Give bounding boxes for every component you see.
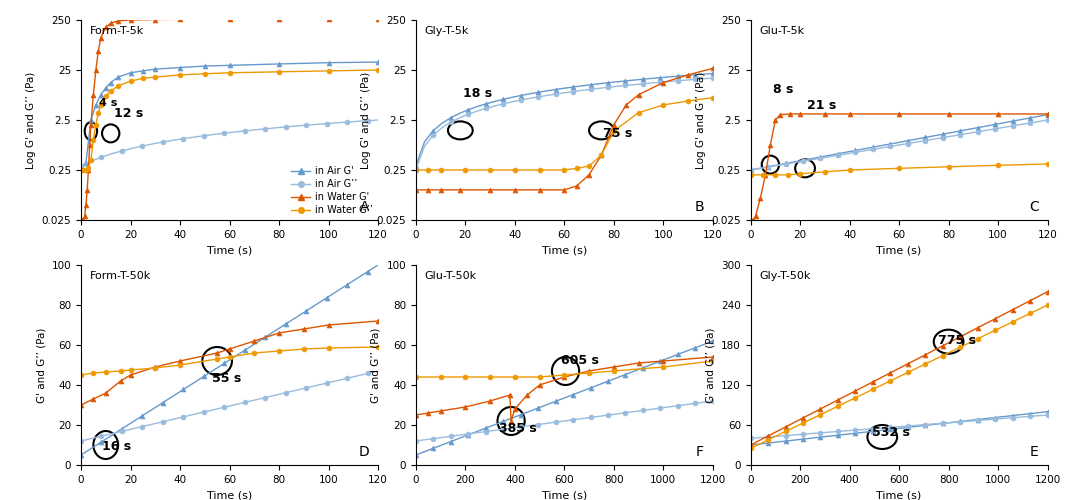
Text: D: D [359, 445, 369, 459]
Y-axis label: G' and G’’ (Pa): G' and G’’ (Pa) [36, 328, 46, 402]
Text: 75 s: 75 s [603, 127, 632, 140]
X-axis label: Time (s): Time (s) [207, 490, 252, 500]
Y-axis label: G' and G’’ (Pa): G' and G’’ (Pa) [705, 328, 716, 402]
Legend: in Air G', in Air G’’, in Water G', in Water G’’: in Air G', in Air G’’, in Water G', in W… [291, 166, 373, 215]
Text: 532 s: 532 s [873, 426, 910, 439]
Text: A: A [360, 200, 369, 214]
Y-axis label: Log G' and G’’ (Pa): Log G' and G’’ (Pa) [696, 72, 705, 168]
Text: 16 s: 16 s [102, 440, 131, 453]
Y-axis label: Log G' and G’’ (Pa): Log G' and G’’ (Pa) [26, 72, 36, 168]
X-axis label: Time (s): Time (s) [877, 490, 921, 500]
Text: 8 s: 8 s [773, 83, 793, 96]
Text: 385 s: 385 s [499, 422, 537, 435]
Text: Form-T-50k: Form-T-50k [90, 271, 151, 281]
Text: F: F [696, 445, 704, 459]
Text: Glu-T-50k: Glu-T-50k [424, 271, 477, 281]
X-axis label: Time (s): Time (s) [877, 246, 921, 256]
X-axis label: Time (s): Time (s) [542, 246, 586, 256]
Text: 605 s: 605 s [562, 354, 599, 367]
Text: B: B [694, 200, 704, 214]
Text: 12 s: 12 s [113, 107, 143, 120]
Text: E: E [1030, 445, 1039, 459]
Text: 18 s: 18 s [463, 87, 492, 100]
Text: 775 s: 775 s [937, 334, 975, 347]
Text: 4 s: 4 s [99, 98, 118, 108]
X-axis label: Time (s): Time (s) [542, 490, 586, 500]
Text: 55 s: 55 s [212, 372, 241, 385]
Text: Form-T-5k: Form-T-5k [90, 26, 144, 36]
Y-axis label: Log G' and G’’ (Pa): Log G' and G’’ (Pa) [361, 72, 370, 168]
Text: Gly-T-50k: Gly-T-50k [759, 271, 811, 281]
Text: Gly-T-5k: Gly-T-5k [424, 26, 469, 36]
Text: C: C [1029, 200, 1039, 214]
Text: Glu-T-5k: Glu-T-5k [759, 26, 805, 36]
Y-axis label: G' and G’’ (Pa): G' and G’’ (Pa) [370, 328, 381, 402]
X-axis label: Time (s): Time (s) [207, 246, 252, 256]
Text: 21 s: 21 s [807, 99, 836, 112]
